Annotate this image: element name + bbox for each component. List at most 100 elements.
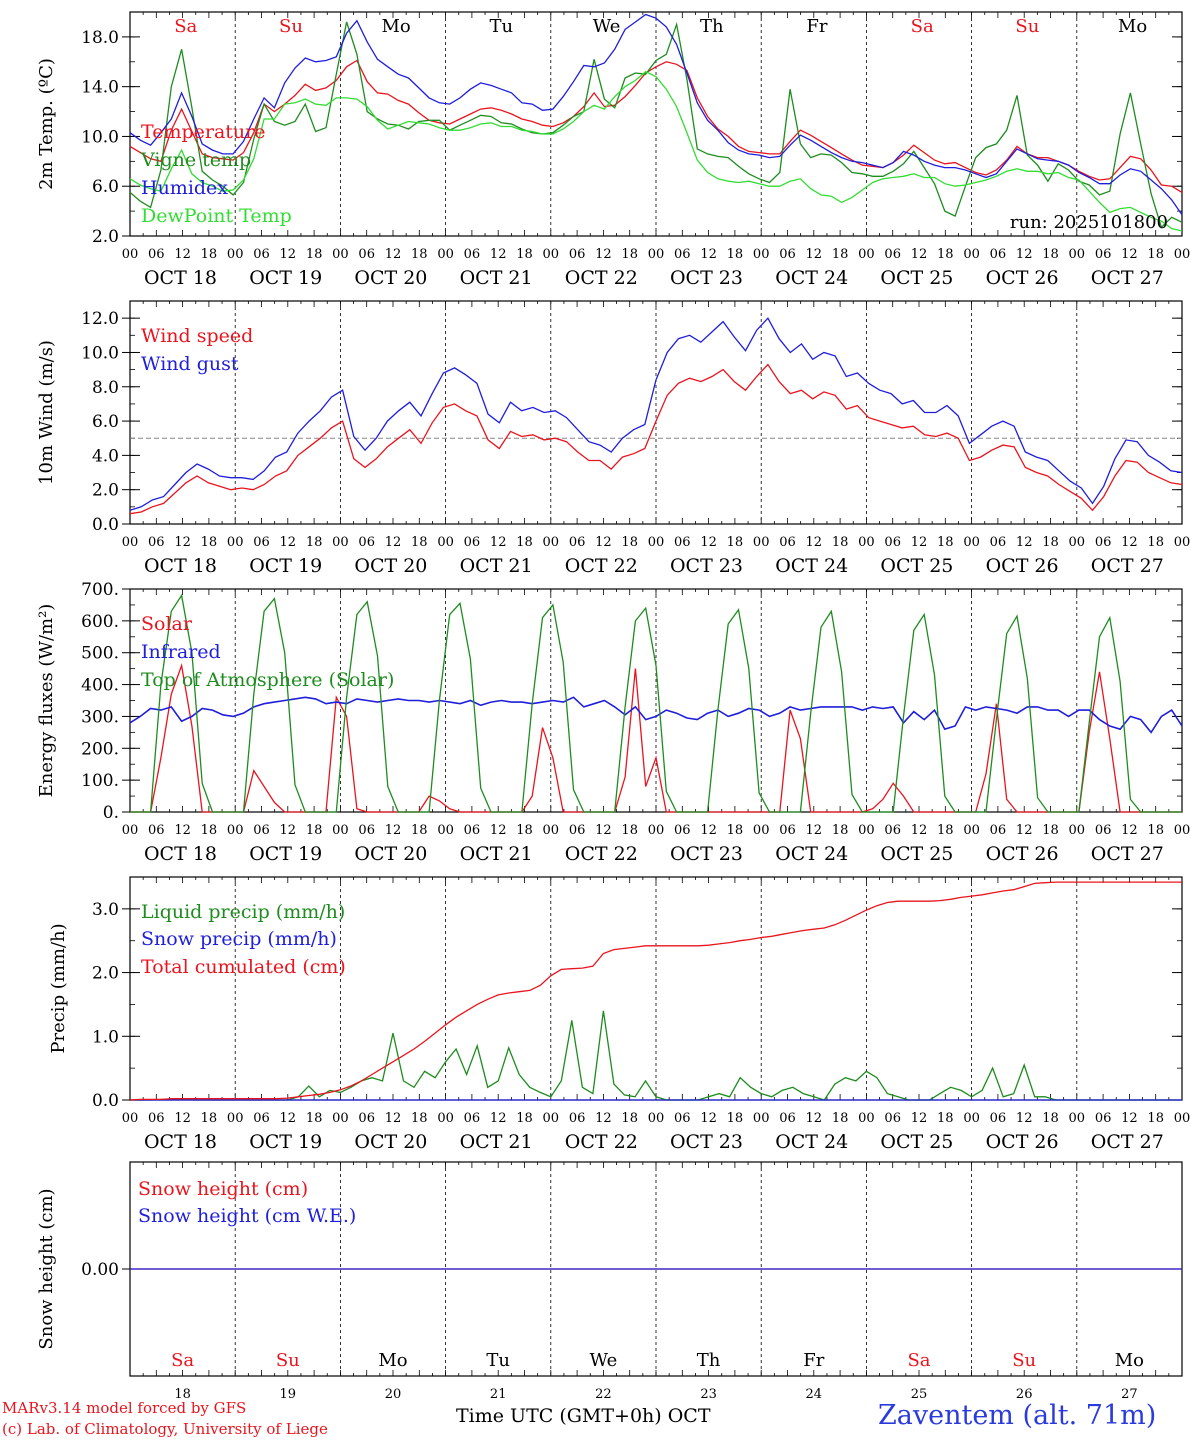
date-label: OCT 27: [1091, 555, 1164, 577]
hour-tick-label: 18: [201, 823, 218, 838]
y-tick-label: 500.: [81, 644, 119, 664]
hour-tick-label: 12: [700, 535, 717, 550]
y-tick-label: 300.: [81, 707, 119, 727]
hour-tick-label: 18: [1147, 535, 1164, 550]
hour-tick-label: 12: [911, 247, 928, 262]
date-label: OCT 25: [880, 843, 953, 865]
hour-tick-label: 12: [280, 1111, 297, 1126]
hour-tick-label: 06: [464, 823, 481, 838]
hour-tick-label: 12: [490, 535, 507, 550]
hour-tick-label: 12: [595, 247, 612, 262]
y-tick-label: 10.0: [81, 127, 119, 147]
hour-tick-label: 12: [490, 823, 507, 838]
hour-tick-label: 12: [385, 247, 402, 262]
hour-tick-label: 00: [543, 535, 560, 550]
x-axis-title: Time UTC (GMT+0h) OCT: [456, 1405, 711, 1427]
hour-tick-label: 12: [174, 823, 191, 838]
hour-tick-label: 18: [621, 535, 638, 550]
y-axis-label: 2m Temp. (ºC): [36, 58, 57, 190]
run-label: run: 2025101800: [1010, 212, 1168, 233]
hour-tick-label: 12: [911, 535, 928, 550]
hour-tick-label: 06: [358, 1111, 375, 1126]
date-label: OCT 21: [460, 267, 533, 289]
hour-tick-label: 18: [201, 535, 218, 550]
hour-tick-label: 18: [1042, 535, 1059, 550]
hour-tick-label: 06: [990, 823, 1007, 838]
hour-tick-label: 00: [543, 1111, 560, 1126]
hour-tick-label: 18: [621, 1111, 638, 1126]
date-label: OCT 19: [249, 843, 322, 865]
series-line-infrared: [129, 696, 1183, 734]
day-number: 21: [490, 1387, 507, 1400]
day-name: Su: [1015, 16, 1039, 37]
hour-tick-label: 06: [884, 823, 901, 838]
hour-tick-label: 18: [727, 823, 744, 838]
hour-tick-label: 18: [516, 247, 533, 262]
y-tick-label: 400.: [81, 676, 119, 696]
date-label: OCT 23: [670, 843, 743, 865]
y-tick-label: 700.: [81, 580, 119, 600]
hour-tick-label: 06: [1095, 1111, 1112, 1126]
hour-tick-label: 12: [700, 247, 717, 262]
date-label: OCT 25: [880, 1131, 953, 1153]
y-tick-label: 2.0: [92, 227, 119, 247]
hour-tick-label: 06: [779, 1111, 796, 1126]
hour-tick-label: 12: [1121, 1111, 1138, 1126]
hour-tick-label: 00: [753, 1111, 770, 1126]
hour-tick-label: 00: [1069, 823, 1086, 838]
day-name: Mo: [1115, 1350, 1144, 1371]
date-label: OCT 21: [460, 843, 533, 865]
hour-tick-label: 00: [963, 1111, 980, 1126]
day-number: 26: [1016, 1387, 1033, 1400]
date-label: OCT 18: [144, 1131, 217, 1153]
legend-entry: Humidex: [141, 177, 228, 199]
hour-tick-label: 00: [648, 535, 665, 550]
hour-tick-label: 00: [1174, 247, 1191, 262]
day-name: Tu: [490, 16, 514, 37]
date-label: OCT 18: [144, 555, 217, 577]
hour-tick-label: 06: [148, 823, 165, 838]
station-name: Zaventem (alt. 71m): [878, 1400, 1157, 1431]
hour-tick-label: 18: [832, 535, 849, 550]
hour-tick-label: 06: [884, 247, 901, 262]
hour-tick-label: 12: [806, 535, 823, 550]
hour-tick-label: 06: [779, 247, 796, 262]
date-label: OCT 18: [144, 267, 217, 289]
hour-tick-label: 18: [201, 247, 218, 262]
date-label: OCT 19: [249, 267, 322, 289]
hour-tick-label: 12: [806, 823, 823, 838]
day-name: Sa: [174, 16, 197, 37]
hour-tick-label: 12: [1016, 1111, 1033, 1126]
date-label: OCT 21: [460, 555, 533, 577]
date-label: OCT 22: [565, 555, 638, 577]
legend-entry: Snow height (cm W.E.): [138, 1205, 356, 1227]
y-axis-label: Energy fluxes (W/m²): [36, 604, 57, 798]
hour-tick-label: 12: [806, 1111, 823, 1126]
hour-tick-label: 12: [1121, 535, 1138, 550]
series-line-wind-speed: [129, 363, 1183, 515]
date-label: OCT 26: [986, 1131, 1059, 1153]
hour-tick-label: 00: [437, 535, 454, 550]
day-name: Th: [700, 16, 724, 37]
hour-tick-label: 12: [595, 823, 612, 838]
legend-entry: Infrared: [141, 641, 221, 663]
hour-tick-label: 06: [674, 1111, 691, 1126]
series-line-temperature: [129, 59, 1183, 193]
y-tick-label: 6.0: [92, 412, 119, 432]
hour-tick-label: 12: [174, 247, 191, 262]
day-name: Sa: [907, 1350, 930, 1371]
hour-tick-label: 18: [621, 247, 638, 262]
hour-tick-label: 18: [1042, 1111, 1059, 1126]
y-tick-label: 200.: [81, 739, 119, 759]
hour-tick-label: 00: [648, 247, 665, 262]
date-label: OCT 26: [986, 555, 1059, 577]
hour-tick-label: 12: [385, 1111, 402, 1126]
hour-tick-label: 06: [253, 535, 270, 550]
y-tick-label: 2.0: [92, 964, 119, 984]
day-name: We: [590, 1350, 618, 1371]
date-label: OCT 24: [775, 1131, 848, 1153]
hour-tick-label: 18: [306, 247, 323, 262]
hour-tick-label: 06: [148, 247, 165, 262]
hour-tick-label: 18: [1147, 247, 1164, 262]
hour-tick-label: 00: [963, 823, 980, 838]
